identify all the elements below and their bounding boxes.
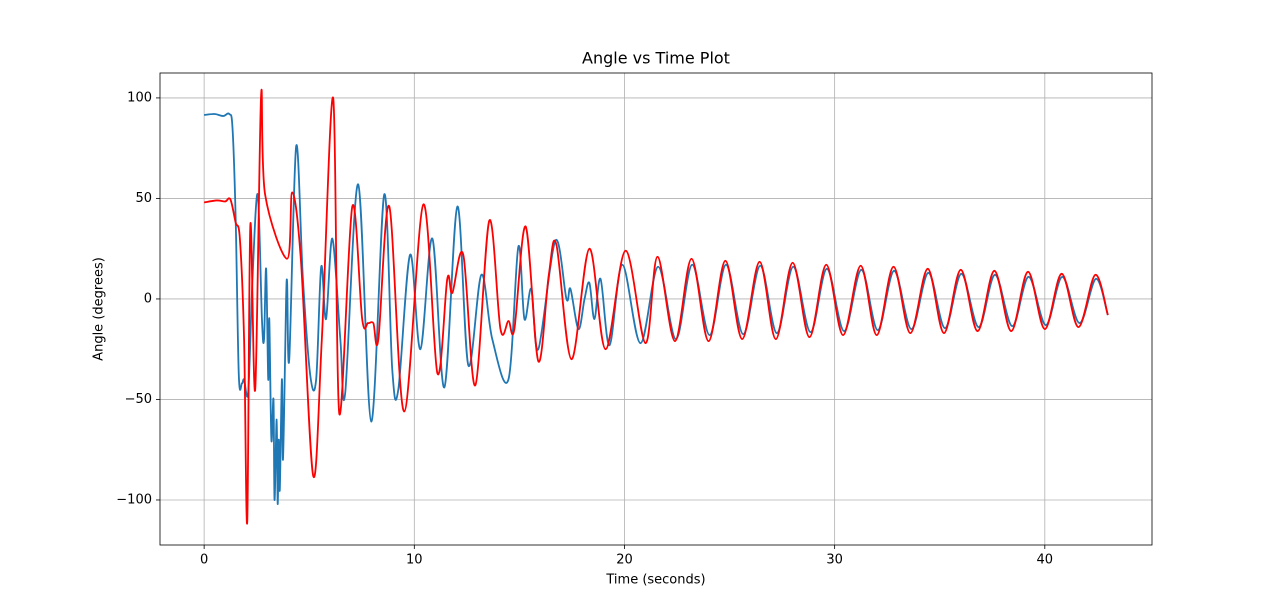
x-tick-label: 20: [616, 553, 633, 568]
x-tick-label: 40: [1037, 553, 1054, 568]
y-tick-label: 0: [144, 291, 152, 306]
y-tick-label: −100: [116, 492, 152, 507]
y-tick-label: 100: [127, 90, 152, 105]
plot-frame: [159, 72, 1153, 546]
x-axis-label: Time (seconds): [605, 573, 705, 588]
data-line: [204, 112, 1109, 505]
y-axis-label: Angle (degrees): [92, 257, 107, 361]
x-tick-label: 0: [200, 553, 208, 568]
x-tick-label: 10: [406, 553, 423, 568]
chart-title: Angle vs Time Plot: [582, 49, 730, 68]
y-tick-label: 50: [135, 191, 152, 206]
x-tick-label: 30: [826, 553, 843, 568]
data-line: [203, 88, 1109, 525]
y-tick-label: −50: [125, 392, 152, 407]
